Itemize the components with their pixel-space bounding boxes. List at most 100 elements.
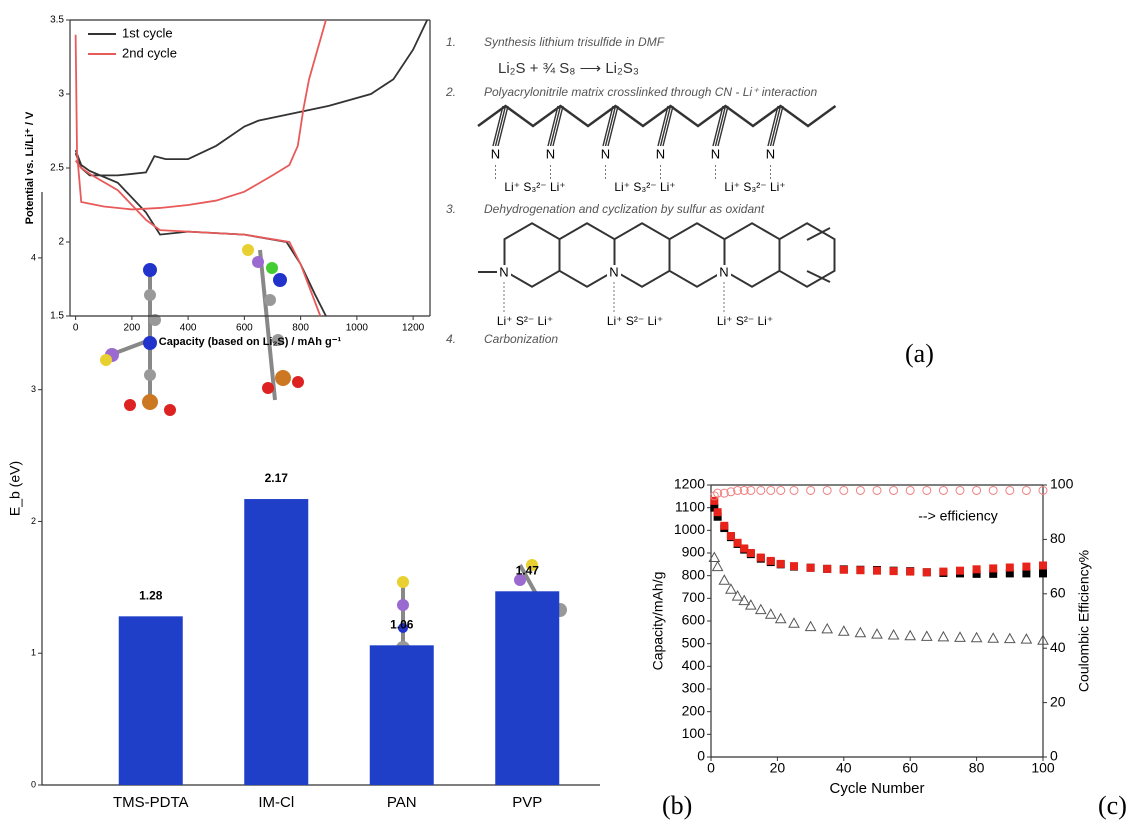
marker	[940, 568, 947, 575]
marker	[906, 486, 914, 494]
nitrile-bond	[718, 106, 728, 146]
y-tick-label: 1.5	[50, 311, 64, 322]
x-tick-label: TMS-PDTA	[113, 794, 189, 811]
panel-label: (a)	[905, 339, 934, 368]
atom-label: N	[609, 264, 618, 279]
marker	[923, 486, 931, 494]
marker	[856, 486, 864, 494]
marker	[1006, 564, 1013, 571]
annotation: --> efficiency	[918, 508, 998, 524]
marker	[767, 557, 774, 564]
marker	[956, 486, 964, 494]
atom-label: N	[601, 146, 610, 161]
marker	[823, 486, 831, 494]
marker	[757, 554, 764, 561]
marker	[923, 569, 930, 576]
marker	[756, 605, 766, 614]
y-tick-label: 300	[682, 680, 706, 696]
step-text: Polyacrylonitrile matrix crosslinked thr…	[484, 85, 817, 99]
x-tick-label: IM-Cl	[258, 794, 294, 811]
marker	[972, 633, 982, 642]
marker	[957, 567, 964, 574]
ion-label: Li⁺ S₃²⁻ Li⁺	[724, 180, 785, 194]
y2-axis-label: Coulombic Efficiency%	[1076, 550, 1092, 692]
ion-label: Li⁺ S²⁻ Li⁺	[717, 314, 773, 328]
marker	[955, 632, 965, 641]
atom-label: N	[656, 146, 665, 161]
value-label: 2.17	[265, 471, 289, 485]
ion-label: Li⁺ S²⁻ Li⁺	[607, 314, 663, 328]
marker	[874, 567, 881, 574]
marker	[807, 564, 814, 571]
ion-label: Li⁺ S₃²⁻ Li⁺	[504, 180, 565, 194]
y-tick-label: 1	[31, 648, 36, 658]
bar	[244, 499, 308, 785]
x-tick-label: 0	[707, 760, 715, 776]
marker	[889, 630, 899, 639]
step-text: Synthesis lithium trisulfide in DMF	[484, 35, 665, 49]
ion-label: Li⁺ S²⁻ Li⁺	[497, 314, 553, 328]
ring	[725, 223, 780, 286]
y-tick-label: 2	[58, 237, 64, 248]
marker	[1040, 562, 1047, 569]
ring	[505, 223, 560, 286]
x-tick-label: 400	[180, 323, 197, 334]
y2-tick-label: 20	[1050, 693, 1066, 709]
bar	[119, 616, 183, 785]
x-tick-label: 800	[292, 323, 309, 334]
marker	[990, 565, 997, 572]
nitrile-bond	[553, 106, 563, 146]
y-tick-label: 4	[31, 252, 36, 262]
marker	[807, 486, 815, 494]
marker	[857, 567, 864, 574]
bar	[370, 645, 434, 785]
y-tick-label: 400	[682, 657, 706, 673]
value-label: 1.06	[390, 617, 414, 631]
marker	[766, 609, 776, 618]
marker	[855, 628, 865, 637]
marker	[922, 631, 932, 640]
figure: (a) (b) (c) 1. Synthesis lithium trisulf…	[0, 0, 1144, 822]
atom-label: N	[719, 264, 728, 279]
marker	[719, 575, 729, 584]
y-tick-label: 3	[58, 89, 64, 100]
y2-tick-label: 60	[1050, 585, 1066, 601]
marker	[777, 560, 784, 567]
atom-label: N	[499, 264, 508, 279]
ring	[560, 223, 615, 286]
marker	[907, 568, 914, 575]
marker	[822, 624, 832, 633]
marker	[890, 486, 898, 494]
y-tick-label: 100	[682, 725, 706, 741]
chemical-structures: NNNNNNLi⁺ S₃²⁻ Li⁺Li⁺ S₃²⁻ Li⁺Li⁺ S₃²⁻ L…	[478, 106, 836, 328]
marker	[714, 509, 721, 516]
step-text: Carbonization	[484, 332, 558, 346]
marker	[727, 533, 734, 540]
step-text: Dehydrogenation and cyclization by sulfu…	[484, 202, 765, 216]
y-tick-label: 3	[31, 384, 36, 394]
x-tick-label: PAN	[387, 794, 417, 811]
y2-tick-label: 40	[1050, 639, 1066, 655]
panel-label: (c)	[1098, 791, 1127, 820]
marker	[840, 566, 847, 573]
nitrile-bond	[663, 106, 673, 146]
marker	[824, 565, 831, 572]
marker	[733, 591, 743, 600]
marker	[872, 629, 882, 638]
ring	[615, 223, 670, 286]
marker	[791, 563, 798, 570]
x-tick-label: 600	[236, 323, 253, 334]
x-tick-label: 60	[902, 760, 918, 776]
marker	[734, 539, 741, 546]
y-tick-label: 0	[31, 779, 36, 789]
marker	[757, 486, 765, 494]
y-axis-label: E_b (eV)	[7, 461, 23, 516]
y-tick-label: 1200	[674, 476, 705, 492]
y-tick-label: 900	[682, 544, 706, 560]
x-tick-label: 40	[836, 760, 852, 776]
line-series	[76, 20, 326, 316]
nitrile-bond	[498, 106, 508, 146]
x-tick-label: 200	[124, 323, 141, 334]
step-number: 2.	[445, 85, 456, 99]
marker	[840, 486, 848, 494]
